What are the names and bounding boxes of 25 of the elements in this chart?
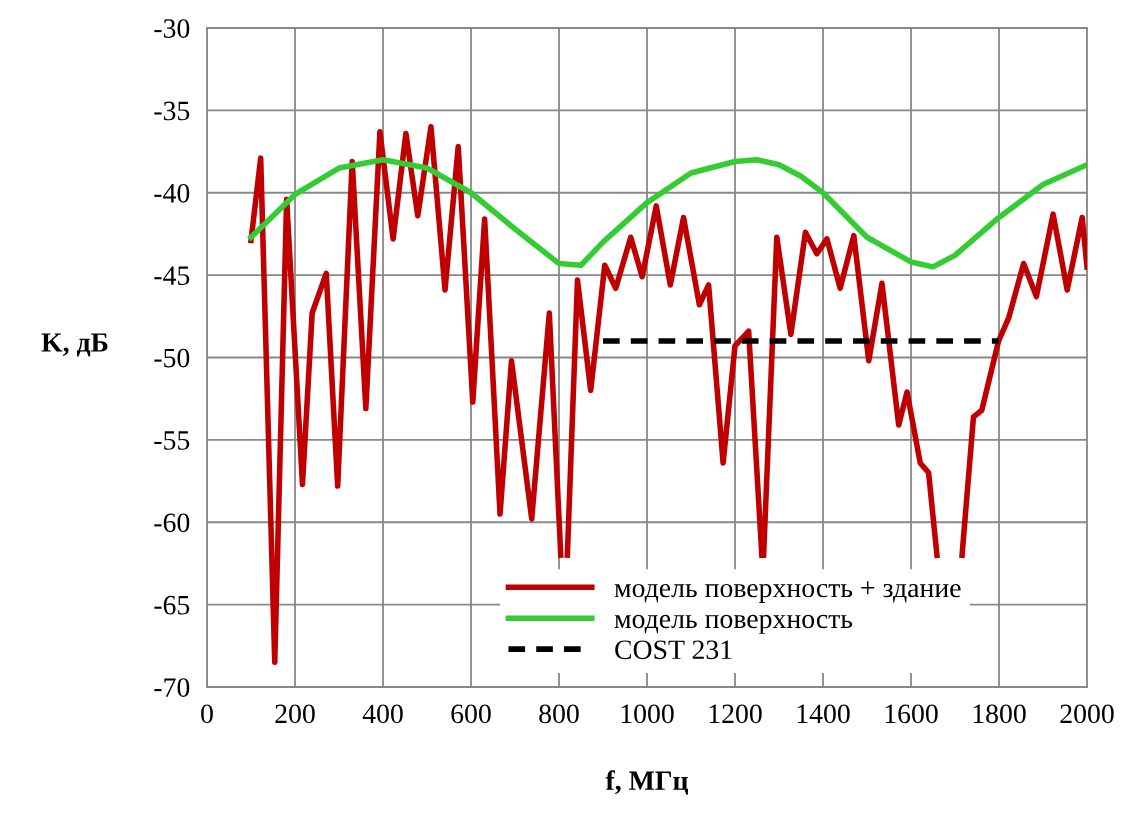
y-tick-label: -60: [154, 513, 190, 533]
y-tick-label: -40: [154, 183, 190, 203]
x-tick-label: 0: [201, 704, 213, 724]
y-tick-label: -30: [154, 19, 190, 38]
y-tick-label: -65: [154, 595, 190, 615]
legend-label: модель поверхность: [614, 614, 853, 634]
legend-label: модель поверхность + здание: [614, 581, 961, 603]
x-tick-label: 2000: [1060, 704, 1114, 724]
y-axis-title: K, дБ: [41, 333, 108, 357]
legend-label: COST 231: [615, 640, 732, 660]
y-tick-label: -55: [154, 431, 190, 450]
x-tick-label: 600: [451, 704, 491, 724]
x-axis-title: f, МГц: [605, 770, 689, 795]
x-tick-label: 800: [539, 704, 579, 724]
x-tick-label: 200: [275, 704, 315, 724]
x-tick-label: 1000: [621, 704, 674, 724]
y-tick-label: -70: [154, 678, 190, 697]
y-tick-label: -45: [154, 266, 190, 286]
x-tick-label: 1200: [709, 704, 762, 724]
x-tick-label: 1400: [797, 704, 850, 724]
x-tick-label: 1600: [885, 704, 938, 724]
x-tick-label: 400: [362, 704, 403, 724]
y-tick-label: -50: [154, 348, 190, 368]
y-tick-label: -35: [154, 101, 190, 121]
x-tick-label: 1800: [973, 704, 1026, 724]
